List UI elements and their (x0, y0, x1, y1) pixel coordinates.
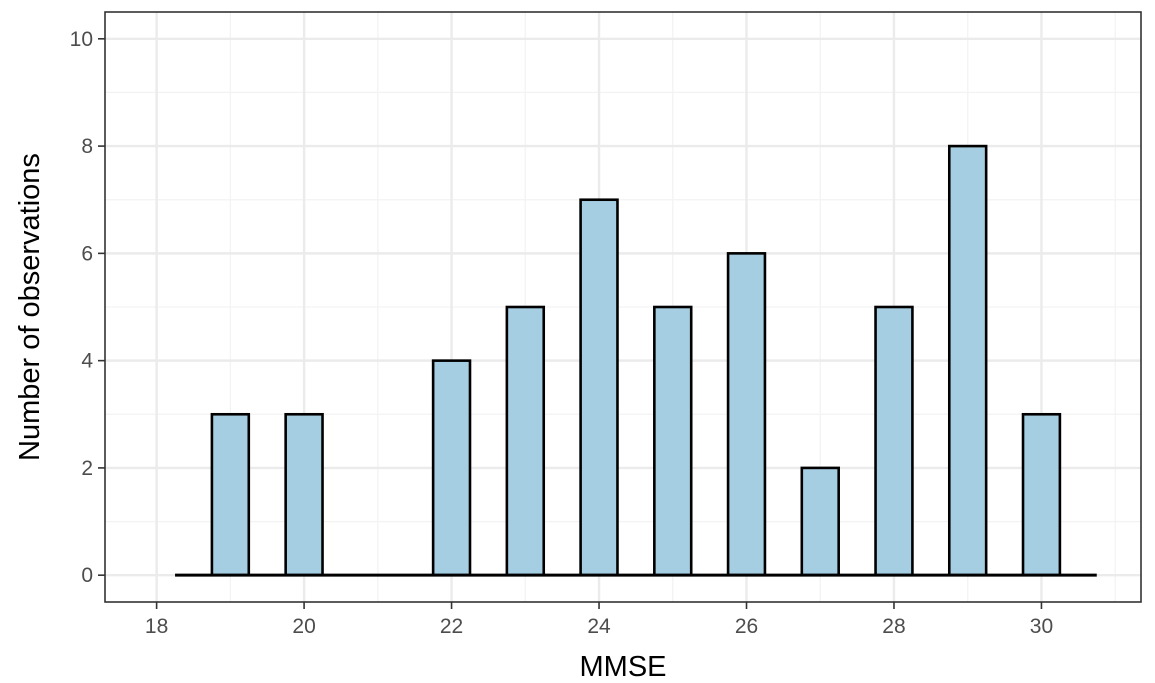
x-tick-label: 18 (145, 615, 168, 638)
y-tick-label: 8 (81, 135, 93, 158)
bar-mmse-27 (800, 466, 840, 577)
bar-mmse-19 (210, 412, 251, 577)
bar-mmse-29 (947, 144, 988, 577)
bar-mmse-20 (284, 412, 324, 577)
bar-mmse-26 (726, 252, 767, 577)
bar-mmse-25 (653, 305, 693, 577)
x-tick-label: 28 (882, 615, 905, 638)
x-tick-label: 30 (1030, 615, 1053, 638)
y-tick-label: 4 (81, 350, 93, 373)
bar-mmse-22 (431, 359, 472, 577)
bar-mmse-30 (1021, 412, 1062, 577)
x-tick-label: 26 (735, 615, 758, 638)
x-axis: 18 20 22 24 26 28 30 (145, 602, 1053, 638)
x-tick-label: 22 (440, 615, 463, 638)
panel-border (104, 11, 1142, 603)
x-axis-title: MMSE (580, 651, 667, 683)
y-tick-label: 6 (81, 242, 93, 265)
bar-mmse-24 (579, 198, 619, 577)
y-axis: 0 2 4 6 8 10 (70, 28, 105, 587)
bar-mmse-23 (505, 305, 546, 577)
bar-mmse-28 (874, 305, 914, 577)
x-tick-label: 20 (292, 615, 315, 638)
x-tick-label: 24 (587, 615, 611, 638)
y-axis-title: Number of observations (14, 153, 46, 461)
y-tick-label: 10 (70, 28, 93, 51)
y-tick-label: 0 (81, 564, 93, 587)
y-tick-label: 2 (81, 457, 93, 480)
